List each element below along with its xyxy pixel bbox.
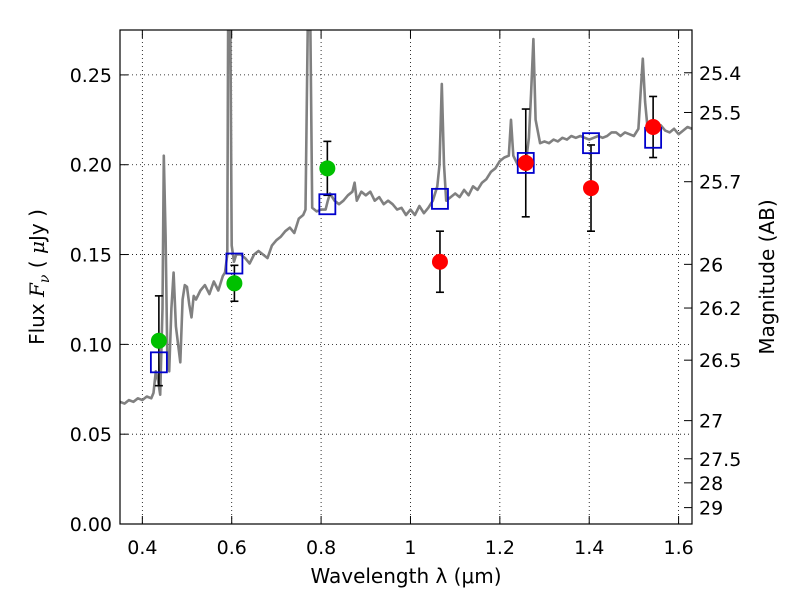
y-tick-label: 0.00 xyxy=(70,514,112,536)
y-tick-label: 0.25 xyxy=(70,65,112,87)
magnitude-tick-label: 27 xyxy=(699,411,723,433)
y-tick-label: 0.10 xyxy=(70,334,112,356)
magnitude-tick-label: 25.7 xyxy=(699,172,741,194)
spectrum-line xyxy=(120,30,692,405)
model-photometry-box xyxy=(582,132,600,155)
magnitude-tick-label: 25.5 xyxy=(699,102,741,124)
grid xyxy=(120,30,692,525)
x-tick-label: 0.8 xyxy=(306,537,336,559)
magnitude-tick-label: 26.2 xyxy=(699,298,741,320)
x-axis-title: Wavelength λ (μm) xyxy=(310,564,501,588)
observed-infrared-point xyxy=(583,180,600,197)
model-photometry-box xyxy=(225,252,244,275)
y-tick-label: 0.15 xyxy=(70,245,112,267)
observed-infrared-point xyxy=(431,253,448,270)
model-photometry-box xyxy=(431,187,449,210)
magnitude-axis-title: Magnitude (AB) xyxy=(755,199,779,354)
model-spectrum xyxy=(120,30,692,405)
magnitude-tick-label: 25.4 xyxy=(699,63,741,85)
observed-infrared-point xyxy=(645,119,662,136)
data-marks xyxy=(149,95,663,387)
y-tick-label: 0.20 xyxy=(70,155,112,177)
x-tick-label: 1.2 xyxy=(485,537,515,559)
magnitude-tick-label: 26 xyxy=(699,254,723,276)
observed-optical-point xyxy=(226,275,243,292)
axis-ticks: 0.4 0.6 0.8 1 1.2 1.4 1.6 0.00 0.05 0.10 0.15 0.20 0… xyxy=(70,30,741,559)
model-photometry-box xyxy=(318,193,337,216)
x-tick-label: 1 xyxy=(404,537,416,559)
magnitude-tick-label: 28 xyxy=(699,473,723,495)
x-tick-label: 0.4 xyxy=(127,537,157,559)
observed-infrared-point xyxy=(517,154,534,171)
magnitude-tick-label: 27.5 xyxy=(699,449,741,471)
y-axis-title: Flux Fν ( μJy ) xyxy=(25,209,53,345)
x-tick-label: 0.6 xyxy=(217,537,247,559)
x-tick-label: 1.4 xyxy=(574,537,604,559)
magnitude-tick-label: 26.5 xyxy=(699,350,741,372)
observed-optical-point xyxy=(150,332,167,349)
model-photometry-box xyxy=(149,351,168,374)
observed-optical-point xyxy=(319,160,336,177)
y-tick-label: 0.05 xyxy=(70,424,112,446)
magnitude-tick-label: 29 xyxy=(699,498,723,520)
plot-frame xyxy=(119,29,693,525)
x-tick-label: 1.6 xyxy=(663,537,693,559)
